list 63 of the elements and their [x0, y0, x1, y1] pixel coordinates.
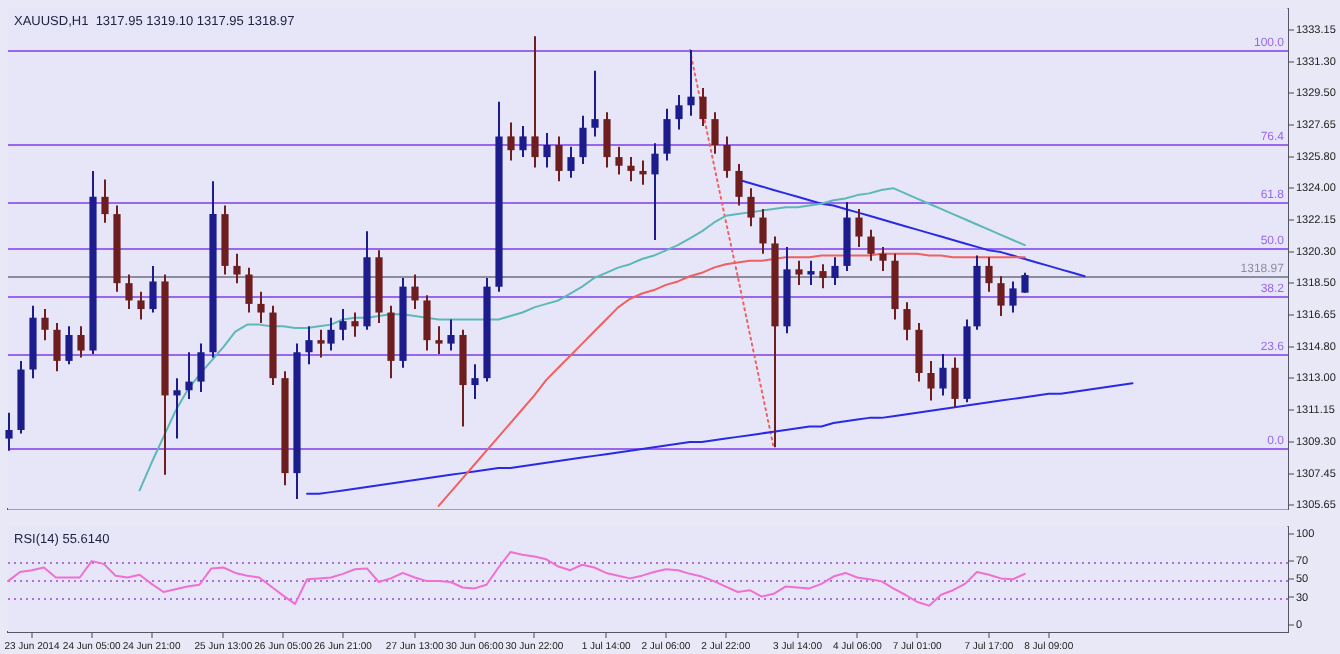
- candlestick: [867, 228, 875, 262]
- candlestick: [819, 263, 827, 290]
- candlestick: [317, 328, 325, 359]
- candlestick: [1009, 280, 1017, 314]
- candlestick: [233, 252, 241, 285]
- candlestick: [651, 142, 659, 241]
- candlestick: [927, 359, 935, 402]
- candlestick: [723, 135, 731, 179]
- candlestick: [915, 321, 923, 383]
- candlestick: [615, 145, 623, 176]
- candlestick: [951, 356, 959, 409]
- candlestick: [77, 325, 85, 359]
- candlestick: [591, 69, 599, 138]
- candlestick: [543, 131, 551, 169]
- candlestick: [939, 352, 947, 397]
- candlestick: [579, 114, 587, 166]
- candlestick: [339, 308, 347, 342]
- candlestick: [663, 107, 671, 162]
- candlestick: [471, 363, 479, 400]
- candlestick: [137, 290, 145, 321]
- candlestick: [555, 135, 563, 183]
- candlestick: [903, 301, 911, 342]
- candlestick: [245, 266, 253, 314]
- candlestick: [423, 294, 431, 352]
- candlestick: [627, 156, 635, 183]
- candlestick: [173, 377, 181, 440]
- candlestick: [435, 325, 443, 355]
- candlestick: [687, 49, 695, 117]
- candlestick: [639, 159, 647, 186]
- candlestick: [807, 259, 815, 286]
- candlestick: [747, 187, 755, 228]
- candlestick: [257, 290, 265, 324]
- candlestick: [1021, 271, 1029, 294]
- candlestick: [759, 207, 767, 255]
- candlestick: [149, 264, 157, 314]
- candlestick: [735, 163, 743, 207]
- candlestick: [507, 121, 515, 162]
- candlestick: [997, 275, 1005, 317]
- candlestick: [41, 308, 49, 342]
- candlestick: [305, 325, 313, 366]
- candlestick: [411, 273, 419, 311]
- candlestick: [603, 111, 611, 169]
- candlestick: [125, 273, 133, 311]
- candlestick: [531, 35, 539, 169]
- candlestick: [711, 111, 719, 155]
- candlestick: [197, 342, 205, 393]
- candlestick: [879, 245, 887, 273]
- candlestick: [101, 178, 109, 224]
- candlestick: [795, 259, 803, 286]
- candlestick: [351, 311, 359, 338]
- candlestick: [327, 316, 335, 352]
- candlestick: [567, 145, 575, 179]
- candlestick: [675, 93, 683, 131]
- candlestick: [985, 256, 993, 293]
- candlestick: [5, 411, 13, 452]
- candlestick: [855, 207, 863, 248]
- candlestick: [519, 125, 527, 159]
- candlestick: [699, 87, 707, 128]
- candlestick: [53, 321, 61, 373]
- candlestick: [447, 318, 455, 352]
- candlestick: [185, 351, 193, 400]
- candlestick: [831, 256, 839, 286]
- candlestick: [65, 325, 73, 366]
